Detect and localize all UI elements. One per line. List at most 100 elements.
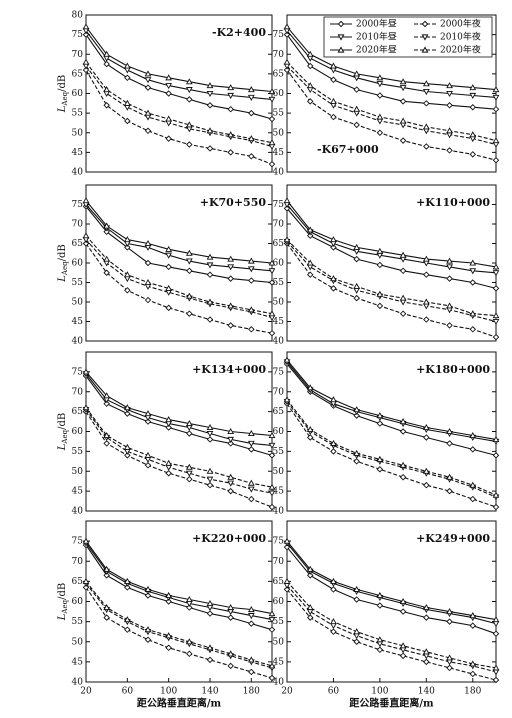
legend-marker <box>337 20 345 28</box>
y-tick-label: 50 <box>273 637 285 647</box>
data-point <box>492 503 500 511</box>
data-point <box>446 659 453 666</box>
series <box>82 537 276 617</box>
data-point <box>469 670 477 678</box>
data-point <box>206 82 214 89</box>
data-point <box>206 476 214 483</box>
y-tick-label: 65 <box>273 407 285 417</box>
data-point <box>144 259 152 267</box>
data-point <box>165 591 173 598</box>
data-point <box>399 642 407 649</box>
data-point <box>103 440 110 447</box>
series-line <box>85 30 273 100</box>
data-point <box>469 279 477 286</box>
series-line <box>85 542 273 621</box>
data-point <box>165 245 173 252</box>
data-point <box>144 456 152 463</box>
data-point <box>247 429 255 437</box>
data-point <box>353 638 360 645</box>
data-point <box>247 440 255 447</box>
data-point <box>103 86 111 93</box>
data-point <box>103 431 111 439</box>
data-point <box>306 565 314 572</box>
series-line <box>85 200 273 264</box>
series <box>82 63 276 151</box>
series-line <box>286 200 497 268</box>
y-tick-label: 60 <box>273 427 285 437</box>
data-point <box>227 275 234 282</box>
y-tick-label: 60 <box>72 427 84 437</box>
y-tick-label: 55 <box>273 278 285 288</box>
series <box>283 543 500 637</box>
data-point <box>123 443 131 450</box>
data-point <box>103 55 111 62</box>
data-point <box>446 487 453 495</box>
data-point <box>469 310 477 317</box>
data-point <box>247 656 255 663</box>
data-point <box>185 595 193 603</box>
series-line <box>286 546 497 635</box>
data-point <box>446 127 453 134</box>
data-point <box>469 259 477 266</box>
data-point <box>376 412 384 419</box>
data-point <box>492 318 500 326</box>
y-tick-label: 50 <box>72 128 84 138</box>
data-point <box>123 62 131 69</box>
series-line <box>85 583 273 669</box>
data-point <box>376 636 384 643</box>
panel: 40 45 50 55 60 65 70 75 20 60 100 140 180 距公路垂直距离/m LA… <box>57 520 276 710</box>
data-point <box>144 592 152 599</box>
y-tick-label: 60 <box>72 259 84 269</box>
data-point <box>422 89 430 96</box>
data-point <box>422 648 430 655</box>
y-tick-label: 70 <box>72 387 84 397</box>
data-point <box>423 614 430 621</box>
data-point <box>123 99 131 106</box>
y-tick-label: 40 <box>273 507 285 517</box>
series <box>283 540 500 628</box>
data-point <box>268 310 276 317</box>
data-point <box>353 406 361 413</box>
data-point <box>165 416 173 423</box>
series <box>283 537 500 623</box>
data-point <box>103 392 111 399</box>
data-point <box>227 650 235 657</box>
series <box>82 577 276 669</box>
x-tick-label: 100 <box>160 687 177 697</box>
y-tick-label: 60 <box>273 597 285 607</box>
data-point <box>492 664 500 671</box>
data-point <box>422 604 430 611</box>
data-point <box>165 304 172 312</box>
data-point <box>206 316 214 323</box>
panel: 40 45 50 55 60 65 70 75 20 60 100 140 180 距公路垂直距离/m +K… <box>273 520 500 710</box>
data-point <box>283 543 291 551</box>
data-point <box>469 660 477 667</box>
data-point <box>446 147 453 154</box>
series <box>283 23 500 93</box>
panel: 40 45 50 55 60 65 70 75 80 LAeq/dB -K2+400 <box>57 11 276 178</box>
panel: 40 45 50 55 60 65 70 75 +K180+000 <box>273 351 500 517</box>
y-tick-label: 60 <box>72 597 84 607</box>
y-tick-label: 65 <box>273 239 285 249</box>
data-point <box>268 259 276 266</box>
data-point <box>422 467 430 474</box>
series <box>283 577 500 671</box>
y-tick-label: 65 <box>72 239 84 249</box>
data-point <box>144 239 152 247</box>
panel-label: +K249+000 <box>416 532 490 545</box>
series <box>82 368 276 439</box>
data-point <box>186 650 193 658</box>
y-tick-label: 75 <box>72 537 84 547</box>
data-point <box>399 652 407 660</box>
y-label-sub: Aeq <box>61 261 69 276</box>
data-point <box>144 109 152 116</box>
data-point <box>306 55 314 62</box>
data-point <box>144 278 152 286</box>
data-point <box>469 104 477 111</box>
data-point <box>306 226 314 233</box>
x-tick-label: 140 <box>418 687 435 697</box>
y-tick-label: 40 <box>72 507 84 517</box>
data-point <box>268 279 276 286</box>
data-point <box>376 466 384 473</box>
data-point <box>186 310 193 317</box>
